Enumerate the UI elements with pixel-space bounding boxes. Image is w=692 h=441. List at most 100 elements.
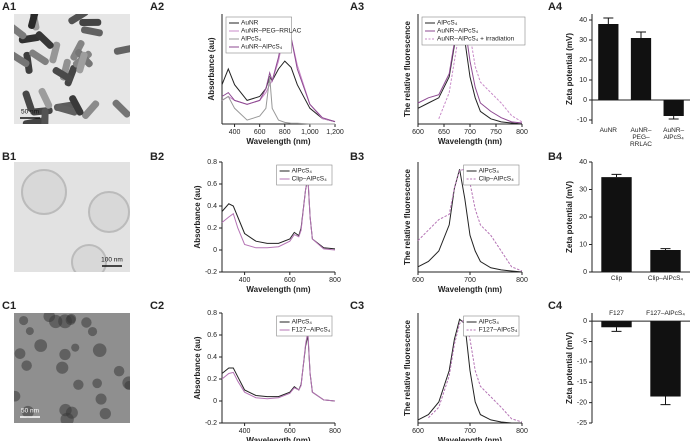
legend-box [463, 164, 520, 186]
x-tick-label: 800 [516, 129, 528, 136]
particle [14, 348, 26, 359]
x-tick-label: 600 [254, 129, 266, 136]
particle [71, 343, 80, 352]
y-tick-label: 0.8 [207, 310, 217, 317]
particle [95, 393, 107, 405]
panel-label: C1 [2, 300, 16, 312]
particle [92, 378, 102, 389]
bar [650, 321, 681, 397]
legend-label: Clip–AlPcS₄ [292, 176, 328, 183]
y-tick-label: 0.6 [207, 332, 217, 339]
panel-label: A1 [2, 1, 16, 13]
category-label-box: AuNR [599, 127, 617, 134]
particle [25, 327, 34, 336]
panel-label: C4 [548, 300, 563, 312]
panel-label: A2 [150, 1, 164, 13]
y-axis-label: Zeta potential (mV) [565, 332, 574, 404]
error-bar [603, 17, 614, 24]
panel-label: B4 [548, 151, 563, 163]
y-tick-label: 0.4 [207, 354, 217, 361]
nanorod [22, 90, 35, 112]
x-tick-label: 1,200 [326, 129, 344, 136]
particle [43, 313, 56, 323]
x-tick-label: 700 [464, 277, 476, 284]
y-axis-label: The relative fluorescence [403, 319, 412, 416]
category-label-box: AuNR–PEG–RRLAC [630, 127, 652, 147]
nanorod [76, 51, 88, 74]
legend-label: AlPcS₄ [437, 20, 458, 27]
x-tick-label: 800 [516, 428, 528, 435]
nanorod [56, 104, 78, 116]
panel-label: A4 [548, 1, 563, 13]
legend-box [463, 315, 520, 337]
nanorod [68, 14, 89, 25]
bar [598, 24, 619, 100]
y-axis-label: Zeta potential (mV) [565, 181, 574, 253]
category-label-box: AuNR–AlPcS₄ [663, 127, 685, 142]
x-tick-label: 800 [329, 428, 341, 435]
series-line [428, 318, 523, 423]
category-label-box: Clip [611, 275, 622, 282]
series-line [221, 334, 336, 402]
category-label: F127–AlPcS₄ [646, 310, 685, 318]
legend-label: AlPcS₄ [479, 168, 500, 175]
bar [650, 250, 681, 272]
error-bar [636, 31, 646, 38]
y-tick-label: -0.2 [205, 420, 217, 427]
particle [21, 405, 34, 418]
panel-label: A3 [350, 1, 364, 13]
series-line [221, 76, 335, 125]
error-bar [611, 173, 622, 178]
legend-box [276, 164, 333, 186]
x-tick-label: 1,000 [301, 129, 319, 136]
nanorod [29, 49, 49, 66]
particle [124, 381, 130, 390]
x-axis-label: Wavelength (nm) [438, 137, 502, 146]
category-label: AuNR [599, 127, 617, 134]
category-label-box: F127–AlPcS₄ [646, 310, 685, 318]
y-tick-label: 0.4 [207, 203, 217, 210]
nanorod [35, 31, 54, 49]
y-tick-label: 10 [579, 77, 587, 84]
x-tick-label: 700 [464, 428, 476, 435]
nanorod [38, 87, 53, 109]
x-tick-label: 650 [438, 129, 450, 136]
x-tick-label: 800 [516, 277, 528, 284]
error-bar [668, 116, 679, 120]
particle [59, 403, 72, 417]
y-tick-label: -20 [577, 399, 587, 406]
legend-label: F127–AlPcS₄ [292, 327, 331, 334]
legend-label: AuNR–AlPcS₄ [437, 28, 479, 35]
y-tick-label: -15 [577, 379, 587, 386]
y-tick-label: -10 [577, 117, 587, 124]
error-bar [611, 327, 622, 332]
y-tick-label: 10 [579, 241, 587, 248]
x-axis-label: Wavelength (nm) [438, 285, 502, 294]
series-line [221, 176, 336, 251]
x-tick-label: 800 [279, 129, 291, 136]
series-line [417, 168, 523, 272]
series-line [221, 24, 336, 123]
y-tick-label: 30 [579, 186, 587, 193]
legend-label: AlPcS₄ [479, 319, 500, 326]
y-tick-label: 30 [579, 37, 587, 44]
particle [14, 390, 21, 402]
panel-label: C2 [150, 300, 164, 312]
y-axis-label: Zeta potential (mV) [565, 33, 574, 105]
particle [58, 314, 72, 329]
legend-label: F127–AlPcS₄ [479, 327, 518, 334]
error-bar [660, 396, 671, 406]
y-axis-label: Absorbance (au) [193, 336, 202, 399]
y-tick-label: 0 [583, 97, 587, 104]
panel-label: C3 [350, 300, 364, 312]
nanorod [69, 95, 84, 116]
x-axis-label: Wavelength (nm) [246, 285, 310, 294]
legend-box [276, 315, 333, 337]
series-line [438, 17, 523, 123]
x-tick-label: 700 [464, 129, 476, 136]
category-label: AuNR–AlPcS₄ [663, 127, 685, 142]
particle [21, 360, 32, 371]
panel-label: B2 [150, 151, 164, 163]
particle [73, 379, 84, 390]
x-tick-label: 600 [412, 428, 424, 435]
